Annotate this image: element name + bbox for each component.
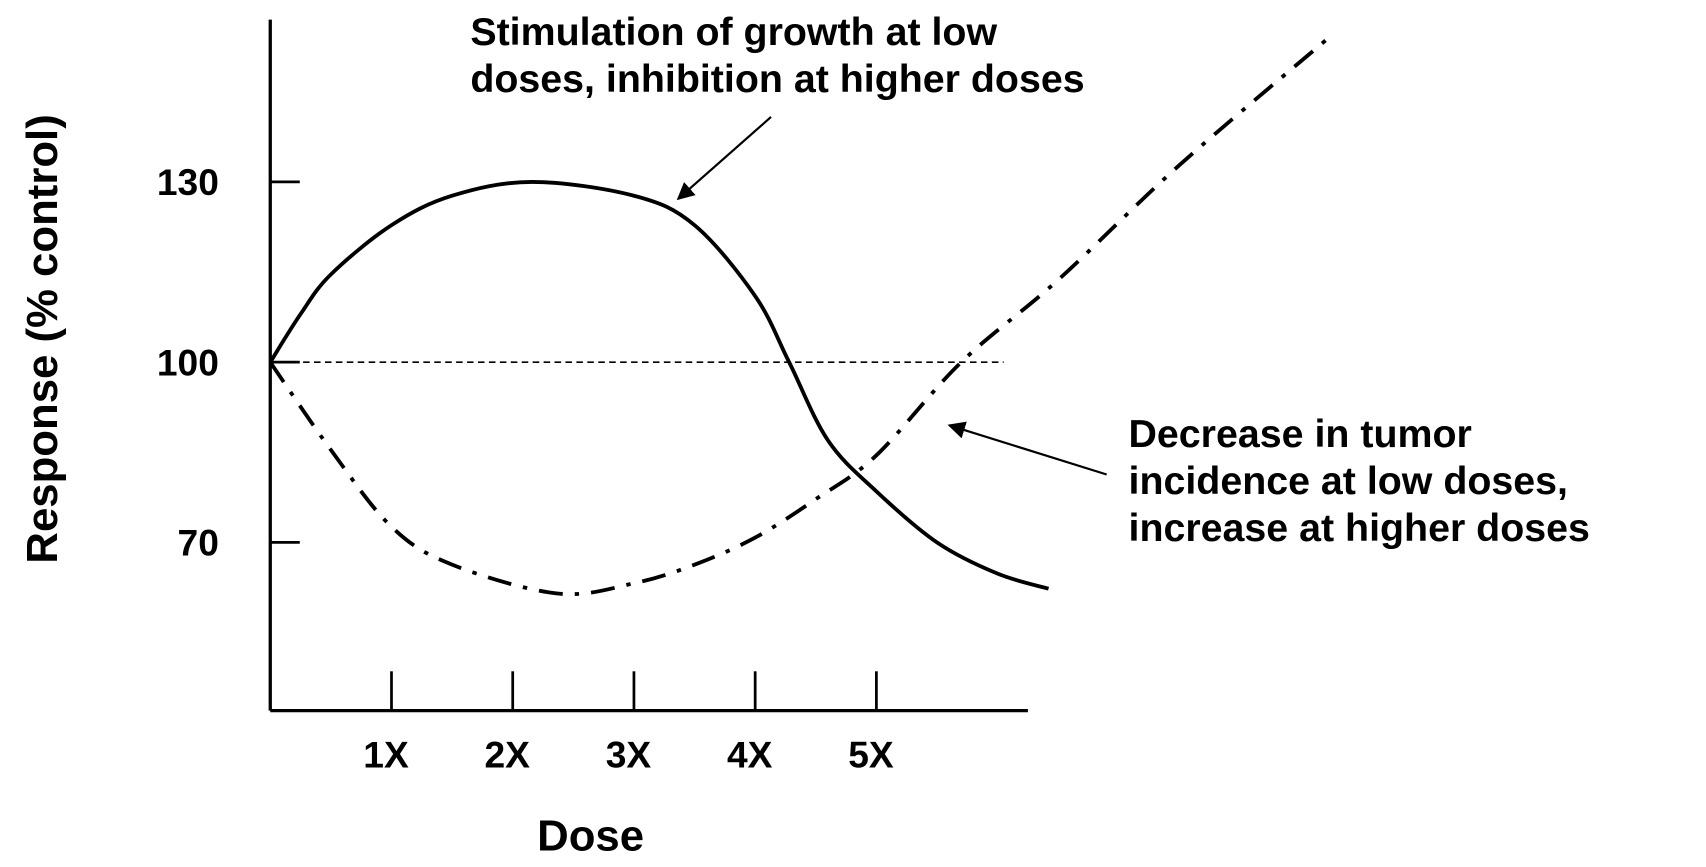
y-tick-label: 70 [178,522,219,564]
x-axis-title: Dose [537,812,644,861]
x-tick-label: 4X [727,734,773,776]
annotation: Decrease in tumor [1129,412,1472,456]
x-tick-label: 3X [606,734,652,776]
x-tick-label: 5X [848,734,894,776]
x-tick-label: 1X [363,734,409,776]
annotation: increase at higher doses [1129,506,1590,550]
y-tick-label: 130 [157,161,219,203]
annotation: incidence at low doses, [1129,459,1568,503]
curve [268,179,1050,591]
curve [268,37,1329,597]
x-tick-label: 2X [485,734,531,776]
annotation: Stimulation of growth at low [470,10,997,54]
y-tick-label: 100 [157,341,219,383]
y-axis-title: Response (% control) [18,114,67,563]
annotation: doses, inhibition at higher doses [470,57,1084,101]
annotation-arrow [676,116,772,201]
annotation-arrow [947,421,1107,476]
